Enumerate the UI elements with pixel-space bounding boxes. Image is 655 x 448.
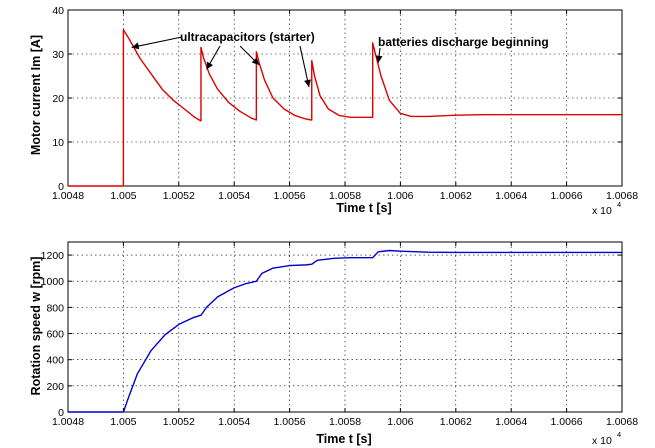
y-tick-label: 800	[46, 302, 64, 314]
annotation-arrow-line	[131, 36, 183, 48]
x-tick-label: 1.0068	[606, 416, 638, 428]
x-multiplier-exp-top: 4	[617, 200, 621, 209]
x-tick-label: 1.0058	[329, 190, 361, 202]
x-tick-label: 1.0064	[495, 416, 527, 428]
x-tick-label: 1.006	[387, 190, 413, 202]
annotation-arrow-head	[131, 42, 140, 50]
y-tick-label: 200	[46, 381, 64, 393]
x-tick-label: 1.0052	[163, 416, 195, 428]
annotation-arrow-head	[375, 55, 383, 63]
x-tick-label: 1.0048	[52, 190, 84, 202]
y-tick-label: 400	[46, 355, 64, 367]
series-line	[68, 249, 622, 413]
annotation-batteries-discharge: batteries discharge beginning	[378, 35, 549, 49]
y-tick-label: 20	[52, 93, 64, 105]
x-multiplier-top: x 10	[592, 205, 612, 217]
annotation-arrow-head	[251, 57, 260, 65]
x-tick-label: 1.0054	[218, 190, 250, 202]
x-axis-label-top: Time t [s]	[336, 201, 391, 215]
x-tick-label: 1.005	[110, 416, 136, 428]
y-tick-label: 0	[58, 407, 64, 419]
x-axis-label-bottom: Time t [s]	[316, 432, 371, 446]
y-tick-label: 40	[52, 5, 64, 17]
x-tick-label: 1.0056	[274, 190, 306, 202]
y-tick-label: 0	[58, 181, 64, 193]
motor-current-plot: 1.0048 1.005 1.0052 1.0054 1.0056 1.0058 1.006…	[52, 5, 638, 202]
series-line	[68, 29, 622, 187]
annotation-arrow-head	[304, 79, 311, 87]
y-axis-label-top: Motor current Im [A]	[29, 35, 43, 155]
annotation-ultracapacitors: ultracapacitors (starter)	[180, 30, 315, 44]
x-tick-label: 1.0062	[440, 416, 472, 428]
y-axis-label-bottom: Rotation speed w [rpm]	[29, 257, 43, 396]
x-tick-label: 1.005	[110, 190, 136, 202]
x-tick-label: 1.0056	[274, 416, 306, 428]
annotation-arrow-head	[206, 61, 214, 70]
x-tick-label: 1.0066	[551, 416, 583, 428]
x-tick-label: 1.0062	[440, 190, 472, 202]
x-tick-label: 1.0054	[218, 416, 250, 428]
y-tick-label: 30	[52, 49, 64, 61]
x-tick-label: 1.0058	[329, 416, 361, 428]
x-multiplier-bottom: x 10	[592, 435, 612, 447]
x-tick-label: 1.0048	[52, 416, 84, 428]
x-tick-label: 1.006	[387, 416, 413, 428]
x-tick-label: 1.0064	[495, 190, 527, 202]
x-tick-label: 1.0066	[551, 190, 583, 202]
x-tick-label: 1.0068	[606, 190, 638, 202]
y-tick-label: 600	[46, 329, 64, 341]
rotation-speed-plot: 1.0048 1.005 1.0052 1.0054 1.0056 1.0058 1.006…	[41, 241, 638, 428]
x-tick-label: 1.0052	[163, 190, 195, 202]
annotation-arrows	[131, 36, 383, 88]
y-tick-label: 1000	[41, 276, 65, 288]
y-tick-label: 10	[52, 137, 64, 149]
x-multiplier-exp-bottom: 4	[617, 430, 621, 439]
y-tick-label: 1200	[41, 250, 65, 262]
